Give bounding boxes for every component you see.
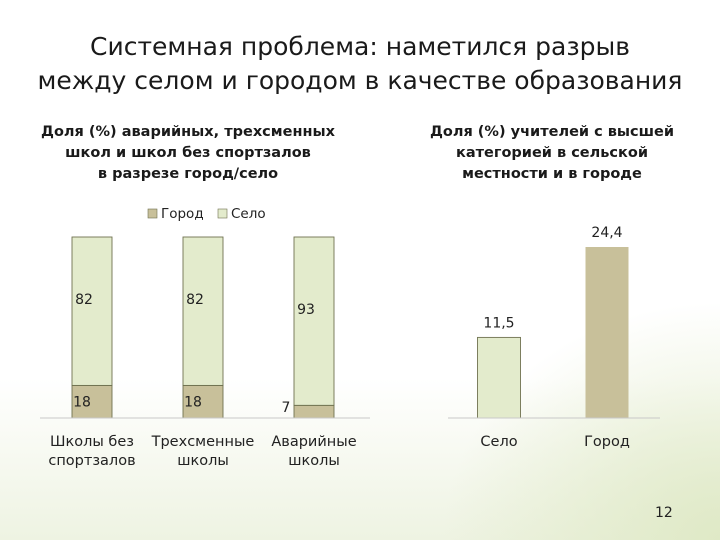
x-tick-label: Школы без спортзалов — [48, 434, 135, 469]
x-tick-label: Трехсменные школы — [151, 434, 255, 469]
data-label: 18 — [73, 395, 91, 411]
left-chart-title: Доля (%) аварийных, трехсменных школ и ш… — [41, 124, 335, 182]
page-number: 12 — [655, 505, 673, 521]
x-tick-label: Аварийные школы — [271, 434, 356, 469]
legend-label: Город — [161, 206, 204, 222]
x-tick-label: Город — [584, 434, 630, 450]
slide-title: Системная проблема: наметился разрыв меж… — [37, 32, 683, 95]
data-label: 24,4 — [591, 225, 622, 241]
legend-swatch — [217, 208, 228, 219]
data-label: 82 — [186, 292, 204, 308]
x-tick-label: Село — [480, 434, 517, 450]
bar — [585, 247, 629, 418]
data-label: 11,5 — [483, 315, 514, 331]
bar-segment — [182, 236, 224, 386]
bar-segment — [71, 236, 113, 386]
bar-segment — [293, 404, 335, 419]
data-label: 82 — [75, 292, 93, 308]
bar-segment — [293, 236, 335, 406]
legend-label: Село — [231, 206, 266, 222]
bar — [477, 336, 521, 419]
right-chart-title: Доля (%) учителей с высшей категорией в … — [429, 124, 675, 182]
legend-swatch — [147, 208, 158, 219]
data-label: 93 — [297, 302, 315, 318]
data-label: 18 — [184, 395, 202, 411]
data-label: 7 — [282, 400, 291, 416]
